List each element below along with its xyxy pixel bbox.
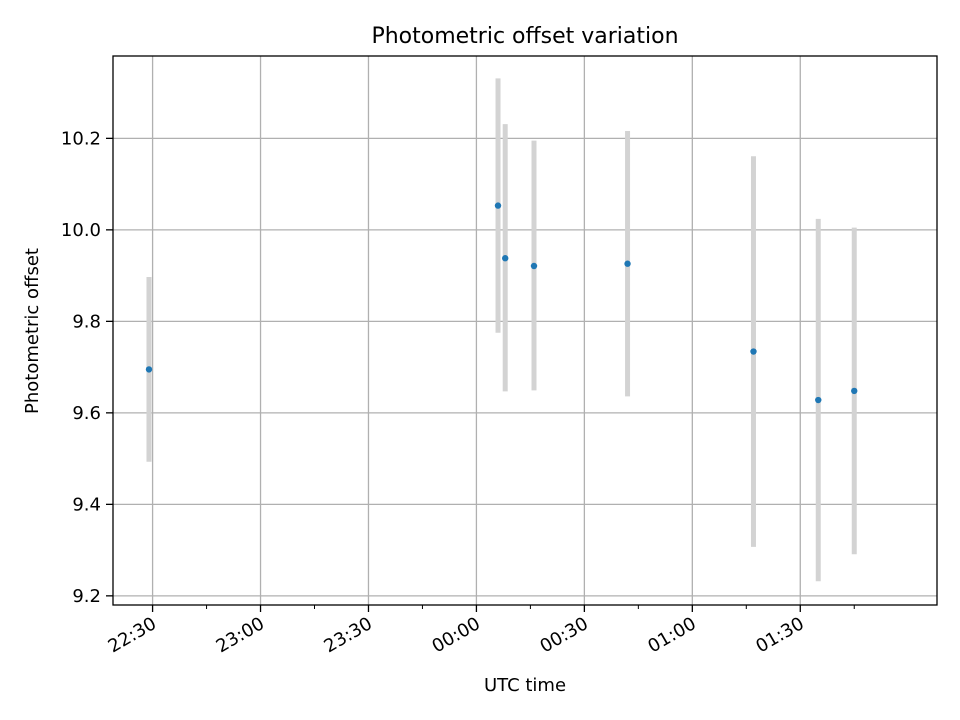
axis-ticks — [106, 137, 855, 612]
data-point — [502, 255, 509, 262]
y-axis-label: Photometric offset — [22, 248, 43, 414]
data-point — [624, 260, 631, 267]
plot-area-frame — [112, 55, 938, 606]
data-point — [145, 366, 153, 373]
y-tick-label: 10.2 — [61, 128, 101, 149]
grid-lines — [113, 56, 937, 605]
data-point — [851, 387, 858, 395]
chart-title: Photometric offset variation — [371, 24, 678, 49]
y-tick-label: 9.2 — [72, 586, 101, 607]
y-tick-label: 9.6 — [72, 403, 101, 424]
x-axis-label: UTC time — [484, 675, 566, 696]
y-tick-label: 9.4 — [72, 494, 101, 515]
data-points — [145, 202, 858, 404]
y-tick-label: 10.0 — [61, 220, 101, 241]
data-point — [815, 396, 822, 404]
data-point — [750, 348, 757, 355]
y-tick-label: 9.8 — [72, 311, 101, 332]
data-point — [530, 262, 538, 270]
data-point — [494, 202, 502, 209]
